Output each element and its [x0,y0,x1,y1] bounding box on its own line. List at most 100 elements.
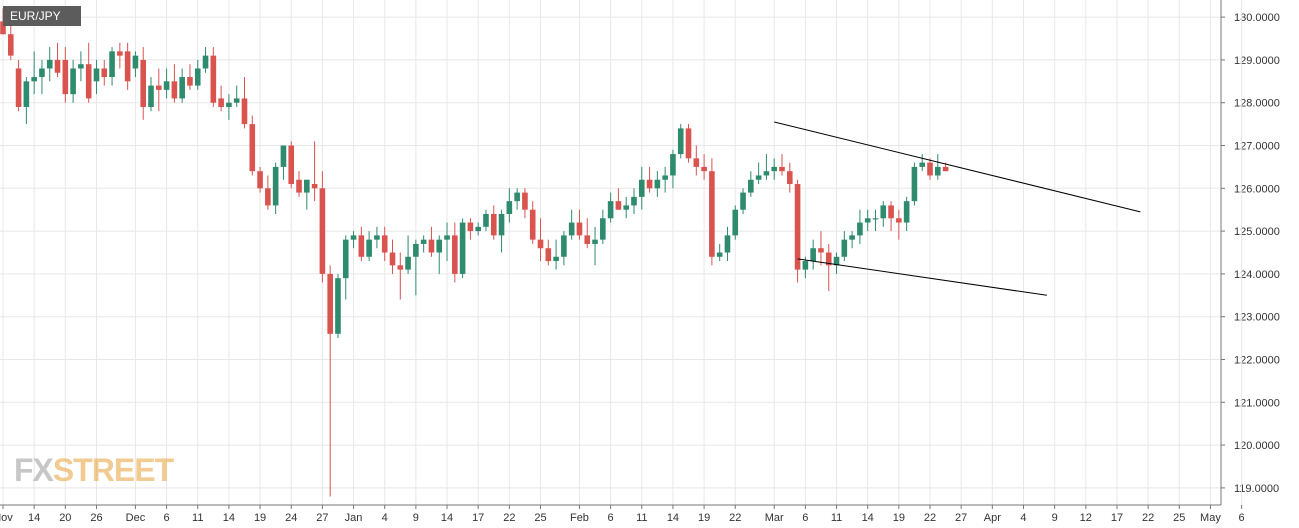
trendline-upper [774,121,1141,213]
candle-body-down [327,273,333,334]
candle-body-up [903,201,910,223]
y-tick-label: 120.0000 [1234,440,1280,452]
candle-body-down [62,59,69,95]
x-tick-label: Nov [0,512,13,524]
x-tick-label: 6 [608,512,614,524]
candle-body-up [374,235,380,240]
candle-body-down [615,201,622,210]
candle-body-down [786,171,793,185]
candle-body-up [662,175,668,180]
symbol-badge[interactable]: EUR/JPY [3,6,81,26]
candle-body-down [54,59,61,73]
candle-body-up [132,55,139,69]
x-tick-label: 11 [192,512,203,524]
candle-body-down [927,162,933,176]
candle-body-up [194,68,201,86]
y-tick-label: 127.0000 [1234,141,1280,153]
candle-body-down [101,68,108,78]
candle-body-up [498,213,505,236]
candle-body-up [31,77,37,82]
candle-body-down [187,77,193,86]
candle-body-down [685,128,692,159]
candle-body-up [755,175,762,180]
x-tick-label: Dec [126,512,146,524]
candle-body-up [561,235,567,257]
x-tick-label: May [1200,512,1221,524]
candle-body-up [413,243,419,257]
x-tick-label: 6 [1239,512,1245,524]
candle-body-down [156,85,162,90]
candle-body-down [490,213,497,236]
candle-body-down [124,51,131,82]
candle-body-down [288,145,295,185]
candle-body-up [911,166,918,202]
candle-body-up [342,239,349,279]
candle-body-up [436,239,443,253]
candle-body-down [467,222,474,232]
candle-body-up [202,55,209,69]
candles-group [0,8,949,497]
candle-body-down [693,158,700,167]
x-tick-label: 20 [59,512,71,524]
candle-body-up [763,171,770,176]
candle-body-up [802,261,809,270]
candle-body-up [506,201,513,214]
candle-body-up [771,166,778,172]
candle-body-down [85,64,92,99]
candle-body-down [358,235,365,257]
x-tick-label: 6 [164,512,170,524]
candle-body-up [623,205,629,210]
candle-body-up [716,252,723,257]
candle-body-up [872,218,879,220]
x-tick-label: 22 [503,512,515,524]
x-tick-label: 17 [1111,512,1123,524]
candle-body-up [724,235,731,253]
x-tick-label: 11 [831,512,842,524]
candle-body-up [233,98,240,103]
candle-body-down [896,218,902,223]
x-tick-label: 4 [1020,512,1026,524]
x-tick-label: 14 [667,512,679,524]
candle-body-up [163,81,170,90]
candle-body-up [420,239,427,244]
candle-body-down [0,21,6,35]
x-tick-label: 4 [382,512,388,524]
x-tick-label: 27 [316,512,328,524]
candle-body-up [631,196,637,206]
candle-body-down [296,179,302,193]
x-tick-label: 11 [636,512,647,524]
candle-body-down [576,222,583,236]
y-tick-label: 121.0000 [1234,397,1280,409]
candle-body-down [15,68,22,107]
x-tick-label: 19 [254,512,266,524]
candle-body-down [646,179,653,189]
x-tick-label: 22 [729,512,741,524]
candle-body-down [117,51,123,56]
candle-body-down [210,55,217,103]
y-tick-label: 122.0000 [1234,354,1280,366]
fxstreet-watermark: FXSTREET [14,452,174,488]
y-tick-label: 124.0000 [1234,269,1280,281]
candle-body-up [109,51,115,78]
candle-body-up [459,222,466,274]
candle-body-up [483,213,489,227]
candle-body-down [779,166,785,172]
candle-body-up [654,179,661,189]
candle-body-up [226,102,232,107]
candle-body-down [701,166,707,172]
candle-body-down [529,209,536,240]
candle-body-down [311,184,318,189]
candle-body-down [584,235,591,244]
candle-body-up [366,239,372,257]
x-tick-label: 14 [441,512,453,524]
candle-body-up [857,222,863,236]
candle-body-down [825,252,832,266]
x-tick-label: 17 [472,512,484,524]
x-tick-label: Apr [984,512,1001,524]
candle-body-up [849,235,855,240]
x-tick-label: 19 [893,512,905,524]
candle-body-down [7,34,14,56]
x-tick-label: 14 [862,512,874,524]
